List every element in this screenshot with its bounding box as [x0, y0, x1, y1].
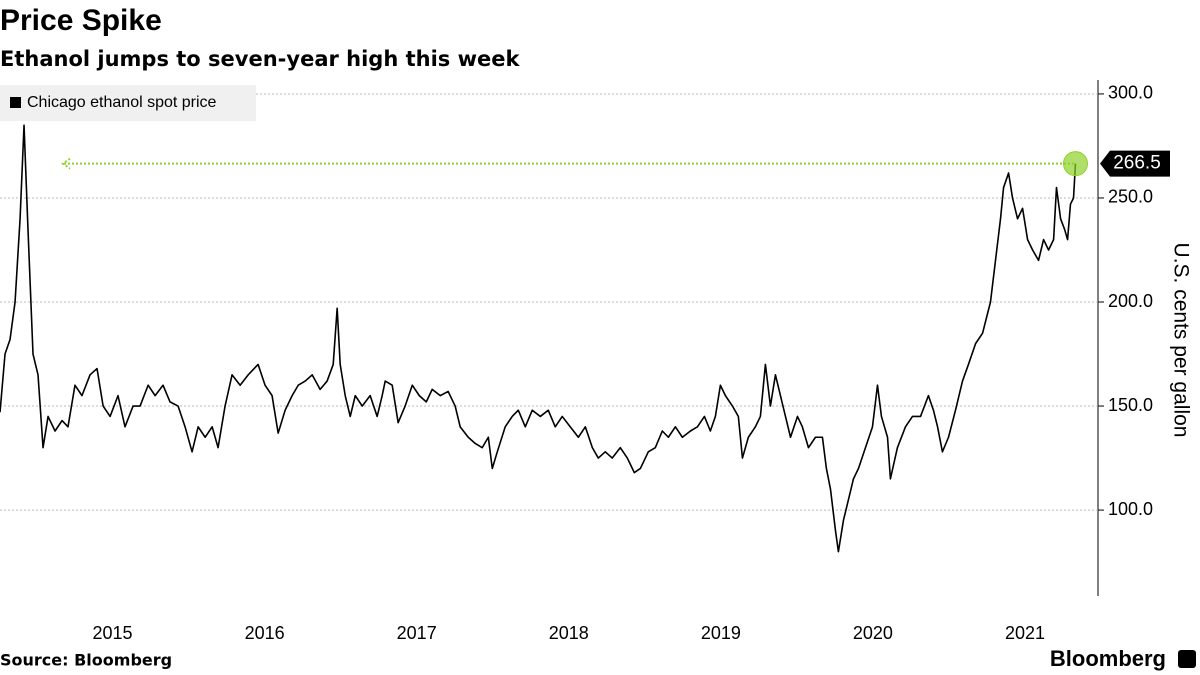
y-tick-label: 150.0 — [1108, 395, 1153, 415]
reference-arrow — [61, 157, 71, 170]
legend-label: Chicago ethanol spot price — [27, 94, 217, 111]
x-tick-label: 2016 — [245, 623, 285, 643]
value-tag — [1100, 150, 1170, 177]
brand: Bloomberg — [1050, 646, 1166, 671]
legend-swatch — [10, 97, 21, 108]
chart-subtitle: Ethanol jumps to seven-year high this we… — [0, 47, 520, 71]
source: Source: Bloomberg — [0, 651, 172, 670]
highlight-point — [1062, 151, 1088, 177]
y-tick-label: 300.0 — [1108, 83, 1153, 103]
x-tick-label: 2019 — [701, 623, 741, 643]
y-axis-label: U.S. cents per gallon — [1169, 243, 1192, 438]
brand-icon — [1178, 650, 1196, 668]
chart-title: Price Spike — [0, 4, 162, 37]
legend-box — [0, 85, 256, 121]
x-tick-label: 2018 — [549, 623, 589, 643]
y-tick-label: 200.0 — [1108, 291, 1153, 311]
line-series — [0, 124, 1077, 553]
y-tick-label: 100.0 — [1108, 499, 1153, 519]
x-tick-label: 2020 — [853, 623, 893, 643]
x-tick-label: 2015 — [93, 623, 133, 643]
y-tick-label: 250.0 — [1108, 187, 1153, 207]
x-tick-label: 2021 — [1005, 623, 1045, 643]
x-tick-label: 2017 — [397, 623, 437, 643]
value-label: 266.5 — [1113, 153, 1161, 174]
